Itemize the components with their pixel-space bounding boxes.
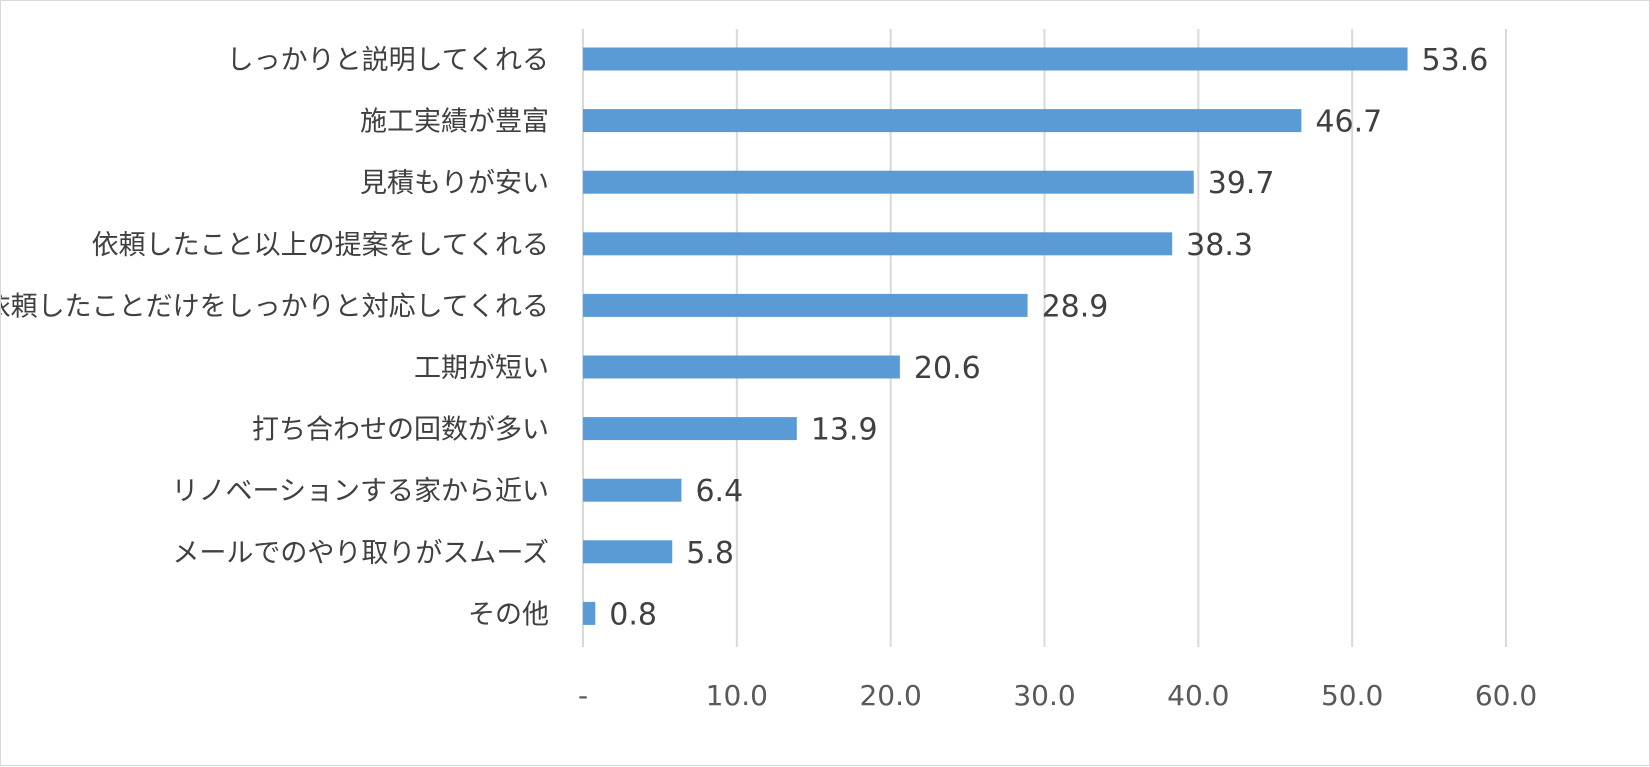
value-label: 53.6 [1422,43,1489,78]
bar [583,540,673,564]
category-label: 依頼したこと以上の提案をしてくれる [92,230,549,261]
bar [583,293,1028,317]
value-label: 39.7 [1208,166,1275,201]
value-label: 0.8 [609,597,657,632]
value-label: 20.6 [914,351,981,386]
x-tick-labels: - 10.0 20.0 30.0 40.0 50.0 60.0 [578,679,1537,712]
bar [583,355,900,379]
bar [583,478,682,502]
value-labels: 53.6 46.7 39.7 38.3 28.9 20.6 13.9 6.4 5.8 0.8 [609,43,1488,632]
x-tick-label: 10.0 [706,679,768,712]
value-label: 28.9 [1042,289,1109,324]
value-label: 46.7 [1315,105,1382,140]
category-label: 施工実績が豊富 [360,107,549,138]
category-labels: しっかりと説明してくれる施工実績が豊富見積もりが安い依頼したこと以上の提案をして… [1,45,549,630]
x-tick-label: 40.0 [1167,679,1229,712]
value-label: 5.8 [686,536,734,571]
category-label: 依頼したことだけをしっかりと対応してくれる [1,291,549,322]
x-tick-label: - [578,679,588,712]
bar [583,417,797,441]
category-label: 打ち合わせの回数が多い [252,415,549,446]
category-label: メールでのやり取りがスムーズ [172,538,549,569]
bars [583,47,1408,625]
value-label: 13.9 [811,413,878,448]
x-tick-label: 30.0 [1013,679,1075,712]
x-tick-label: 20.0 [859,679,921,712]
category-label: しっかりと説明してくれる [227,45,549,76]
category-label: 工期が短い [414,353,549,384]
bar [583,601,596,625]
category-label: 見積もりが安い [360,168,549,199]
bar [583,232,1173,256]
bar [583,170,1194,194]
x-tick-label: 60.0 [1475,679,1537,712]
category-label: その他 [468,599,549,630]
value-label: 6.4 [695,474,743,509]
value-label: 38.3 [1186,228,1253,263]
bar [583,47,1408,71]
x-tick-label: 50.0 [1321,679,1383,712]
bar [583,109,1302,133]
category-label: リノベーションする家から近い [172,476,549,507]
